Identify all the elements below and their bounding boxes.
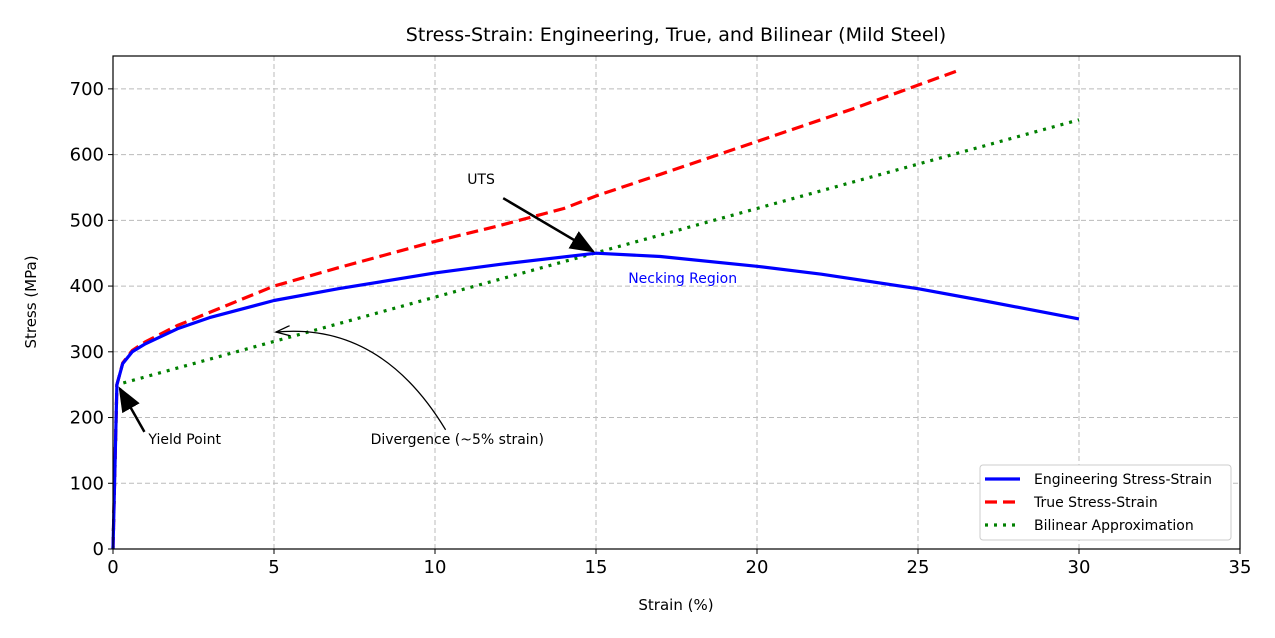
annotation-arrow	[118, 386, 146, 433]
y-tick-label: 100	[70, 473, 104, 494]
x-axis-label: Strain (%)	[638, 596, 713, 614]
x-tick-label: 0	[107, 557, 118, 578]
y-tick-label: 300	[70, 342, 104, 363]
annotation-arrow	[502, 197, 596, 253]
plot-frame	[112, 55, 1241, 550]
y-tick-label: 500	[70, 210, 104, 231]
legend-label: True Stress-Strain	[1033, 495, 1158, 511]
y-tick-label: 600	[70, 145, 104, 166]
legend-label: Bilinear Approximation	[1034, 518, 1194, 534]
x-tick-label: 5	[268, 557, 279, 578]
x-tick-label: 20	[746, 557, 769, 578]
x-tick-label: 10	[424, 557, 447, 578]
series-line-solid	[111, 251, 1080, 550]
legend-box	[979, 464, 1232, 541]
annotation-label: UTS	[467, 172, 495, 188]
legend: Engineering Stress-Strain True Stress-Str…	[979, 464, 1232, 541]
annotation-arrow	[276, 331, 447, 431]
y-axis-label: Stress (MPa)	[22, 255, 40, 348]
legend-label: Engineering Stress-Strain	[1034, 472, 1212, 488]
annotation-label: Necking Region	[628, 271, 737, 287]
y-tick-label: 0	[93, 539, 104, 560]
series-line-dashed	[111, 69, 958, 550]
chart-title: Stress-Strain: Engineering, True, and Bi…	[406, 24, 946, 46]
annotation-label: Divergence (~5% strain)	[371, 432, 544, 448]
y-tick-label: 700	[70, 79, 104, 100]
y-tick-label: 400	[70, 276, 104, 297]
x-tick-label: 35	[1229, 557, 1252, 578]
x-tick-label: 15	[585, 557, 608, 578]
annotation-label: Yield Point	[147, 432, 221, 448]
x-tick-label: 25	[907, 557, 930, 578]
y-tick-label: 200	[70, 408, 104, 429]
x-tick-label: 30	[1068, 557, 1091, 578]
